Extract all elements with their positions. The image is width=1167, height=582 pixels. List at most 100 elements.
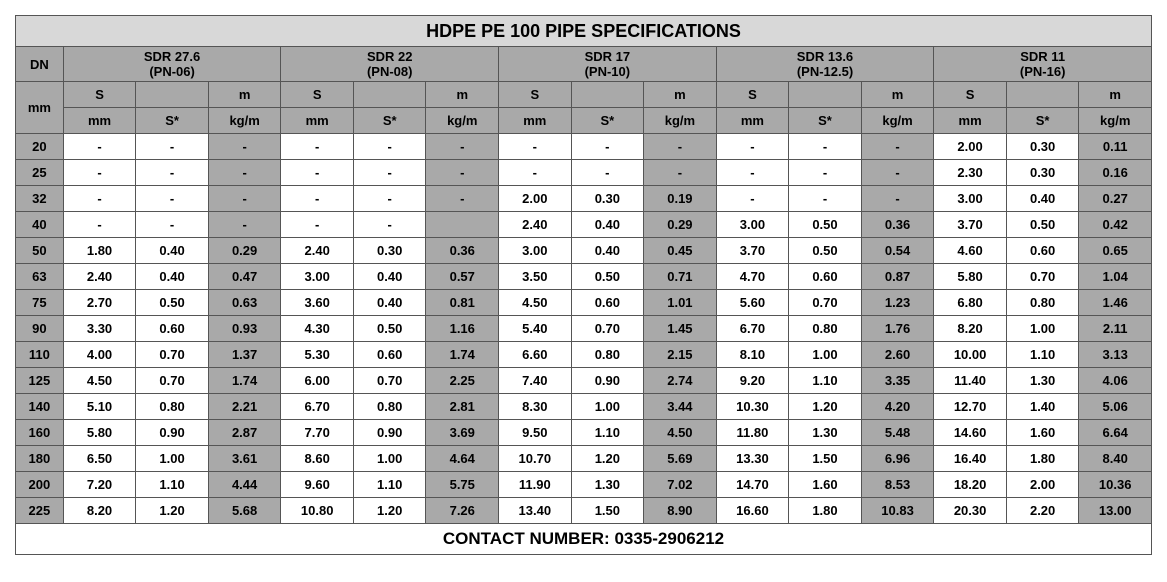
- cell: 11.40: [934, 368, 1007, 394]
- cell: 2.20: [1006, 498, 1079, 524]
- table-row: 32------2.000.300.19---3.000.400.27: [16, 186, 1152, 212]
- table-row: 752.700.500.633.600.400.814.500.601.015.…: [16, 290, 1152, 316]
- dn-value: 200: [16, 472, 64, 498]
- cell: 7.02: [644, 472, 717, 498]
- cell: 2.81: [426, 394, 499, 420]
- cell: -: [644, 160, 717, 186]
- cell: 3.00: [716, 212, 789, 238]
- cell: 0.27: [1079, 186, 1152, 212]
- cell: 0.70: [136, 368, 209, 394]
- subhdr: [1006, 82, 1079, 108]
- cell: 7.20: [63, 472, 136, 498]
- cell: 3.30: [63, 316, 136, 342]
- table-row: 20------------2.000.300.11: [16, 134, 1152, 160]
- cell: 2.25: [426, 368, 499, 394]
- subhdr: kg/m: [426, 108, 499, 134]
- cell: 3.70: [716, 238, 789, 264]
- cell: 0.80: [136, 394, 209, 420]
- cell: 18.20: [934, 472, 1007, 498]
- cell: 0.90: [136, 420, 209, 446]
- cell: 2.70: [63, 290, 136, 316]
- cell: -: [353, 160, 426, 186]
- cell: 0.60: [136, 316, 209, 342]
- table-row: 2258.201.205.6810.801.207.2613.401.508.9…: [16, 498, 1152, 524]
- subhdr: mm: [499, 108, 572, 134]
- contact-footer: CONTACT NUMBER: 0335-2906212: [16, 524, 1152, 555]
- cell: 6.70: [716, 316, 789, 342]
- cell: 0.50: [1006, 212, 1079, 238]
- cell: 1.04: [1079, 264, 1152, 290]
- cell: 5.60: [716, 290, 789, 316]
- cell: 2.00: [1006, 472, 1079, 498]
- cell: -: [208, 212, 281, 238]
- cell: 1.16: [426, 316, 499, 342]
- cell: 8.20: [934, 316, 1007, 342]
- cell: 4.50: [63, 368, 136, 394]
- cell: 0.50: [571, 264, 644, 290]
- cell: 0.40: [1006, 186, 1079, 212]
- cell: 0.60: [571, 290, 644, 316]
- cell: 1.80: [1006, 446, 1079, 472]
- dn-value: 50: [16, 238, 64, 264]
- cell: -: [281, 134, 354, 160]
- cell: 0.70: [353, 368, 426, 394]
- cell: 1.40: [1006, 394, 1079, 420]
- table-row: 25------------2.300.300.16: [16, 160, 1152, 186]
- dn-value: 140: [16, 394, 64, 420]
- table-footer: CONTACT NUMBER: 0335-2906212: [16, 524, 1152, 555]
- cell: -: [208, 134, 281, 160]
- cell: 3.35: [861, 368, 934, 394]
- cell: -: [861, 134, 934, 160]
- subhdr: S: [63, 82, 136, 108]
- cell: 7.40: [499, 368, 572, 394]
- cell: 6.96: [861, 446, 934, 472]
- subhdr: S*: [136, 108, 209, 134]
- cell: 5.69: [644, 446, 717, 472]
- cell: 1.10: [1006, 342, 1079, 368]
- cell: 0.87: [861, 264, 934, 290]
- subhdr: S*: [353, 108, 426, 134]
- subhdr: kg/m: [861, 108, 934, 134]
- subhdr: [789, 82, 862, 108]
- cell: 3.61: [208, 446, 281, 472]
- cell: 1.00: [353, 446, 426, 472]
- subhdr: kg/m: [1079, 108, 1152, 134]
- cell: -: [63, 186, 136, 212]
- cell: 4.70: [716, 264, 789, 290]
- cell: 0.63: [208, 290, 281, 316]
- cell: 0.70: [571, 316, 644, 342]
- cell: 6.60: [499, 342, 572, 368]
- cell: 7.70: [281, 420, 354, 446]
- cell: 1.00: [1006, 316, 1079, 342]
- cell: 3.00: [934, 186, 1007, 212]
- subhdr: m: [1079, 82, 1152, 108]
- cell: 6.50: [63, 446, 136, 472]
- cell: 0.60: [1006, 238, 1079, 264]
- cell: 0.71: [644, 264, 717, 290]
- subhdr: mm: [281, 108, 354, 134]
- cell: 8.20: [63, 498, 136, 524]
- cell: 2.40: [281, 238, 354, 264]
- cell: 0.40: [353, 264, 426, 290]
- subhdr: m: [426, 82, 499, 108]
- dn-value: 180: [16, 446, 64, 472]
- cell: 4.30: [281, 316, 354, 342]
- cell: 0.16: [1079, 160, 1152, 186]
- cell: 11.80: [716, 420, 789, 446]
- cell: 1.20: [136, 498, 209, 524]
- cell: 0.42: [1079, 212, 1152, 238]
- cell: 1.30: [571, 472, 644, 498]
- sdr-group-0: SDR 27.6(PN-06): [63, 47, 281, 82]
- cell: 5.68: [208, 498, 281, 524]
- subhdr: S: [281, 82, 354, 108]
- cell: 0.40: [571, 238, 644, 264]
- cell: 5.80: [63, 420, 136, 446]
- cell: 0.29: [208, 238, 281, 264]
- subhdr: [571, 82, 644, 108]
- dn-value: 20: [16, 134, 64, 160]
- cell: 1.20: [353, 498, 426, 524]
- dn-unit: mm: [16, 82, 64, 134]
- cell: 0.57: [426, 264, 499, 290]
- cell: -: [353, 212, 426, 238]
- cell: -: [861, 186, 934, 212]
